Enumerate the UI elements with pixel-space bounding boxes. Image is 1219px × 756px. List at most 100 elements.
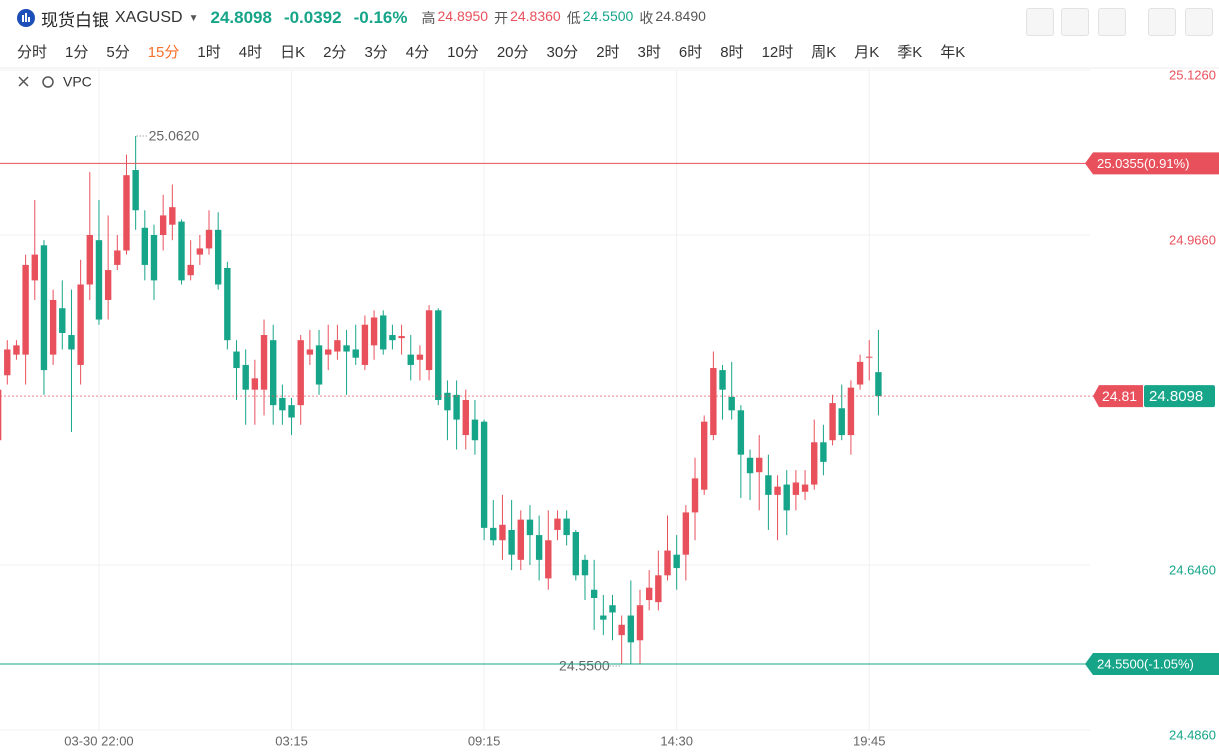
candle-body [315, 345, 323, 385]
candle-body [636, 605, 644, 641]
x-tick-label: 19:45 [853, 733, 886, 748]
candle-body [68, 335, 75, 350]
timeframe-tab[interactable]: 5分 [106, 43, 130, 61]
candle-body [847, 387, 855, 436]
candle-body [49, 299, 57, 355]
timeframe-tab[interactable]: 2时 [596, 43, 620, 61]
timeframe-tab[interactable]: 12时 [761, 43, 794, 61]
candle-body [737, 410, 745, 455]
timeframe-tab[interactable]: 30分 [546, 43, 579, 61]
candle-body [627, 615, 635, 643]
stat-label: 高 [421, 10, 436, 26]
candle-body [279, 397, 286, 411]
level-label: 25.0355(0.91%) [1097, 156, 1190, 171]
stat-value: 24.8490 [655, 8, 706, 24]
line-tool[interactable] [1026, 8, 1054, 36]
candle-body [0, 389, 2, 441]
x-tick-label: 03:15 [275, 733, 308, 748]
candle-tool[interactable] [1098, 8, 1126, 36]
candle-body [132, 170, 139, 211]
candle-body [389, 335, 396, 341]
candle-body [609, 605, 616, 613]
candle-body [710, 368, 717, 436]
timeframe-tab[interactable]: 3时 [637, 43, 661, 61]
candle-body [581, 559, 589, 576]
timeframe-tab[interactable]: 10分 [447, 43, 479, 61]
grid [0, 69, 1090, 731]
level-tag [1085, 152, 1219, 175]
draw-tool[interactable] [1061, 8, 1089, 36]
timeframe-tab[interactable]: 8时 [720, 43, 744, 61]
candle-body [77, 284, 84, 365]
y-tick-label: 24.4860 [1169, 727, 1216, 742]
stat-value: 24.8360 [510, 8, 561, 24]
candle-body [297, 340, 304, 406]
x-tick-label: 03-30 22:00 [64, 733, 133, 748]
candle-body [645, 587, 653, 601]
timeframe-tab[interactable]: 1分 [65, 43, 89, 61]
candle-body [554, 518, 561, 530]
candle-body [811, 442, 818, 485]
candle-body [86, 235, 93, 285]
change: -0.0392 [283, 8, 342, 27]
candle-body [535, 535, 543, 560]
candle-body [435, 310, 442, 400]
timeframe-tab[interactable]: 3分 [364, 43, 388, 61]
candle-body [829, 403, 836, 441]
candle-body [453, 394, 460, 420]
symbol[interactable]: XAGUSD [115, 9, 183, 26]
candle-body [104, 270, 112, 300]
high-label: 25.0620 [149, 128, 200, 144]
timeframe-tab[interactable]: 4分 [405, 43, 430, 61]
timeframe-tab[interactable]: 1时 [197, 43, 221, 61]
price-tag [1093, 385, 1143, 408]
timeframe-tab[interactable]: 4时 [238, 43, 263, 61]
candle-body [600, 615, 607, 620]
candle-body [169, 207, 176, 225]
timeframe-tab[interactable]: 分时 [17, 43, 48, 61]
timeframe-tab[interactable]: 20分 [496, 43, 529, 61]
candle-body [526, 519, 534, 536]
candle-body [270, 340, 277, 406]
candle-body [820, 442, 827, 462]
candle-body [572, 532, 580, 576]
candle-body [187, 264, 194, 276]
candle-body [214, 229, 222, 285]
expand-button[interactable] [1148, 8, 1176, 36]
candle-body [306, 349, 314, 355]
candle-body [480, 421, 488, 528]
candle-body [471, 419, 479, 441]
timeframe-tab[interactable]: 月K [854, 43, 880, 61]
candle-body [40, 245, 48, 371]
dropdown-arrow[interactable]: ▼ [188, 12, 199, 24]
candle-body [545, 540, 552, 579]
candle-body [792, 482, 800, 495]
timeframe-tab[interactable]: 15分 [147, 43, 180, 61]
candle-body [22, 264, 29, 355]
change-pct: -0.16% [353, 8, 408, 27]
stat-label: 低 [566, 10, 581, 26]
indicator-bar: VPC [18, 74, 92, 90]
candle-body [618, 624, 625, 636]
candle-body [783, 484, 790, 511]
close-button[interactable] [1185, 8, 1213, 36]
settings-icon[interactable] [42, 76, 54, 88]
candle-body [700, 421, 708, 490]
low-label: 24.5500 [559, 658, 610, 674]
candle-body [499, 524, 506, 541]
candle-body [691, 478, 699, 513]
timeframe-tab[interactable]: 2分 [323, 43, 347, 61]
candle-body [370, 317, 378, 346]
timeframe-tab[interactable]: 日K [280, 43, 306, 61]
close-icon[interactable] [18, 76, 29, 87]
candle-body [664, 550, 671, 576]
timeframe-tab[interactable]: 季K [897, 43, 923, 61]
timeframe-tab[interactable]: 周K [811, 43, 837, 61]
candle-body [490, 527, 497, 541]
timeframe-tab[interactable]: 6时 [678, 43, 703, 61]
candle-body [159, 215, 167, 235]
candle-body [233, 351, 240, 369]
candle-body [123, 175, 130, 251]
timeframe-tab[interactable]: 年K [940, 43, 966, 61]
